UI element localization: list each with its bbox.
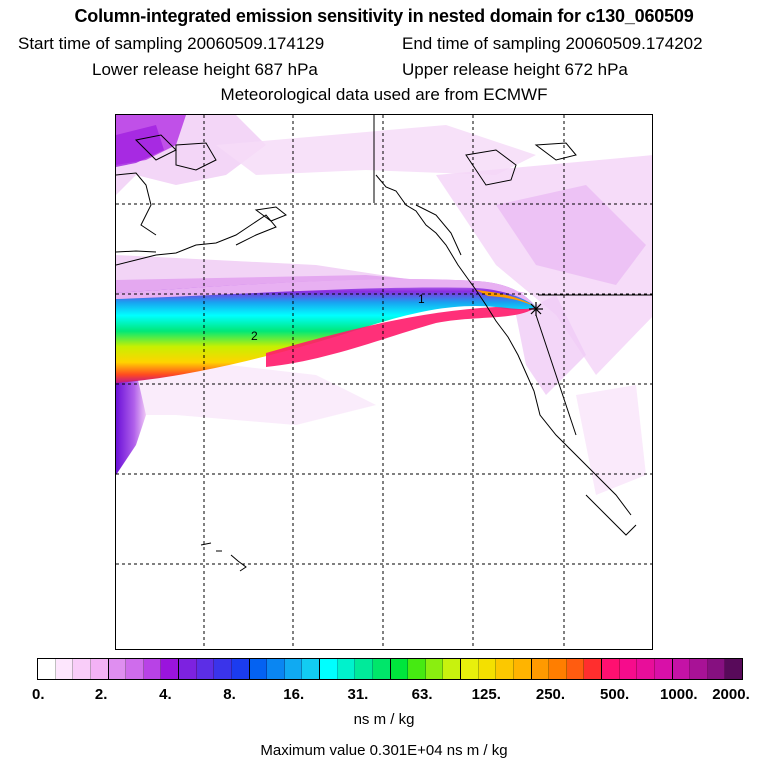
colorbar-segment: [566, 659, 585, 679]
colorbar-tick-label: 500.: [600, 686, 630, 703]
colorbar-segment: [707, 659, 726, 679]
end-time-text: End time of sampling 20060509.174202: [402, 34, 703, 53]
colorbar-tick-label: 63.: [411, 686, 433, 703]
colorbar-segment: [126, 659, 144, 679]
sensitivity-map: 1 2: [116, 115, 652, 649]
colorbar-segment: [196, 659, 215, 679]
colorbar-segment: [302, 659, 320, 679]
colorbar-segment: [461, 659, 479, 679]
colorbar-segment: [73, 659, 91, 679]
colorbar-segment: [513, 659, 532, 679]
plume-label-2: 2: [251, 329, 258, 343]
colorbar-segment: [672, 659, 691, 679]
colorbar-segment: [408, 659, 426, 679]
colorbar-segment: [214, 659, 232, 679]
graticule: [116, 115, 652, 649]
map-title: Column-integrated emission sensitivity i…: [74, 6, 694, 26]
lower-release-text: Lower release height 687 hPa: [92, 60, 318, 79]
colorbar-tick-label: 2.: [94, 686, 108, 703]
colorbar-segment: [355, 659, 373, 679]
colorbar-segment: [337, 659, 356, 679]
colorbar-tick-label: 1000.: [660, 686, 698, 703]
max-value-text: Maximum value 0.301E+04 ns m / kg: [260, 742, 508, 759]
coastlines: [116, 115, 652, 572]
colorbar-segment: [284, 659, 303, 679]
colorbar-segment: [531, 659, 550, 679]
colorbar-tick-label: 4.: [159, 686, 172, 703]
colorbar-segment: [443, 659, 461, 679]
colorbar-segment: [249, 659, 268, 679]
colorbar-segment: [654, 659, 673, 679]
colorbar-segment: [584, 659, 602, 679]
colorbar-segment: [179, 659, 197, 679]
emission-plume: [116, 279, 536, 383]
colorbar-segment: [267, 659, 285, 679]
colorbar-tick-label: 0.: [31, 686, 45, 703]
colorbar: [37, 658, 743, 680]
colorbar-segment: [725, 659, 742, 679]
plume-upper-edge: [116, 279, 536, 307]
colorbar-unit: ns m / kg: [353, 711, 415, 728]
colorbar-segment: [161, 659, 179, 679]
start-time-text: Start time of sampling 20060509.174129: [18, 34, 325, 53]
colorbar-segment: [143, 659, 162, 679]
colorbar-segment: [108, 659, 127, 679]
colorbar-segment: [90, 659, 109, 679]
upper-release-text: Upper release height 672 hPa: [402, 60, 628, 79]
colorbar-segment: [320, 659, 338, 679]
colorbar-segment: [55, 659, 74, 679]
colorbar-segment: [390, 659, 409, 679]
met-data-text: Meteorological data used are from ECMWF: [220, 85, 548, 104]
map-panel: 1 2: [115, 114, 653, 650]
colorbar-segment: [425, 659, 444, 679]
colorbar-segment: [496, 659, 514, 679]
colorbar-segment: [38, 659, 56, 679]
colorbar-segment: [602, 659, 620, 679]
colorbar-segment: [619, 659, 638, 679]
colorbar-tick-label: 8.: [223, 686, 236, 703]
western-edge-sensitivity: [116, 375, 146, 475]
plume-label-1: 1: [418, 292, 425, 306]
star-icon: [529, 302, 543, 316]
colorbar-segment: [478, 659, 497, 679]
colorbar-tick-label: 250.: [535, 686, 566, 703]
colorbar-segment: [637, 659, 655, 679]
colorbar-tick-label: 31.: [347, 686, 369, 703]
colorbar-tick-label: 2000.: [712, 686, 750, 703]
plume-core: [266, 307, 536, 367]
colorbar-segment: [549, 659, 567, 679]
colorbar-tick-label: 16.: [283, 686, 305, 703]
colorbar-segment: [690, 659, 708, 679]
colorbar-segment: [231, 659, 250, 679]
colorbar-segment: [372, 659, 391, 679]
colorbar-tick-label: 125.: [471, 686, 501, 703]
